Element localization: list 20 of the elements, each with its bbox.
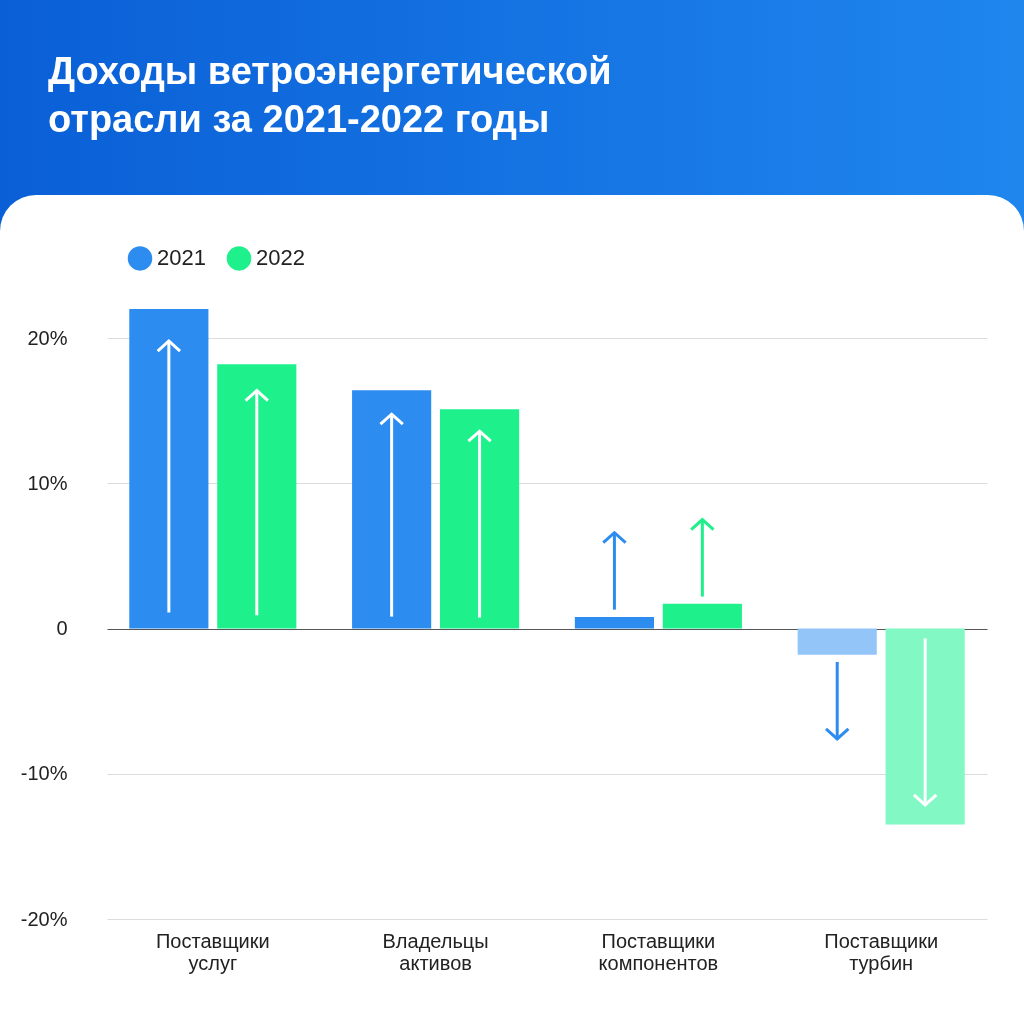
bar — [574, 616, 654, 629]
x-tick-label: Владельцы активов — [382, 929, 489, 974]
bar — [662, 603, 742, 629]
y-tick-label: -10% — [20, 762, 68, 785]
bar — [217, 364, 297, 629]
legend-label: 2021 — [157, 245, 206, 271]
bar — [885, 628, 965, 825]
x-tick-label: Поставщики компонентов — [598, 929, 719, 974]
y-tick-label: -20% — [20, 907, 68, 930]
y-tick-label: 20% — [27, 326, 68, 349]
legend-label: 2022 — [256, 245, 305, 271]
y-tick-label: 10% — [27, 471, 68, 494]
chart-title: Доходы ветроэнергетической отрасли за 2021-2022 годы — [47, 49, 613, 142]
bar — [352, 390, 432, 629]
y-tick-label: 0 — [56, 617, 68, 640]
bar — [129, 309, 209, 629]
bar — [797, 628, 877, 655]
x-tick-label: Поставщики турбин — [824, 929, 939, 974]
x-tick-label: Поставщики услуг — [155, 929, 270, 974]
bar — [440, 409, 520, 629]
